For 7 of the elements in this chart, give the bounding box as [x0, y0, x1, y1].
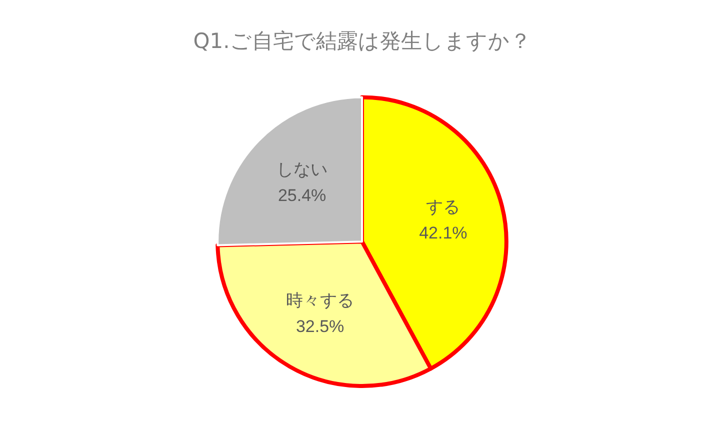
- slice-label: しない: [276, 160, 328, 179]
- chart-title: Q1.ご自宅で結露は発生しますか？: [193, 29, 531, 54]
- data-label: 25.4%: [278, 186, 326, 205]
- slice-label: 時々する: [286, 290, 354, 310]
- data-label: 32.5%: [296, 316, 344, 336]
- data-label: 42.1%: [419, 224, 468, 243]
- slice-label: する: [426, 198, 460, 217]
